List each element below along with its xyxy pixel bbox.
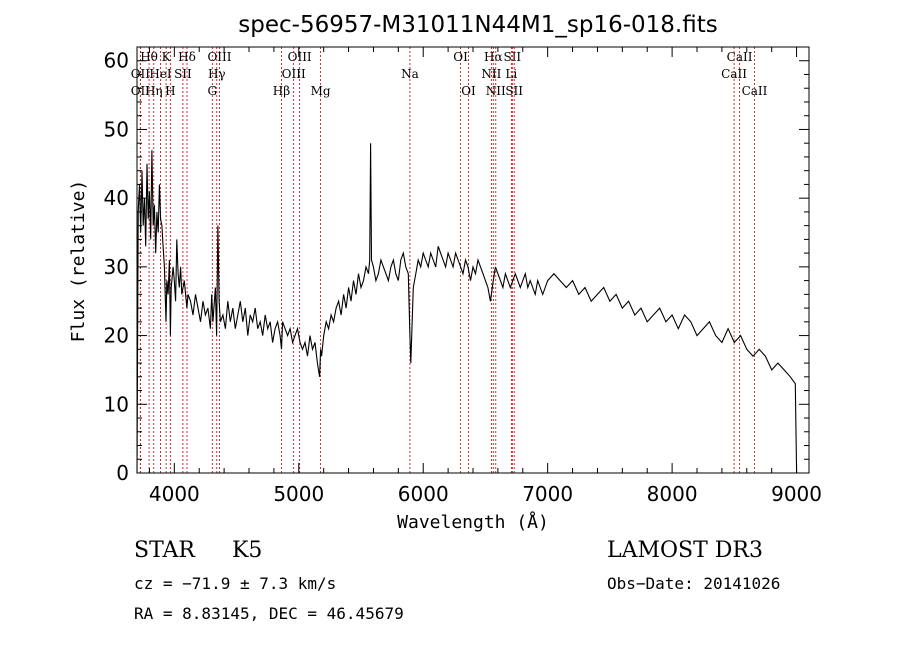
- line-marker-label: CaII: [721, 67, 747, 81]
- line-marker-label: CaII: [727, 50, 753, 64]
- y-tick-label: 20: [104, 324, 129, 348]
- x-tick-label: 6000: [398, 482, 449, 506]
- x-axis-label: Wavelength (Å): [397, 511, 549, 533]
- line-marker-label: NII: [486, 84, 506, 98]
- x-tick-label: 7000: [522, 482, 573, 506]
- y-tick-label: 60: [104, 49, 129, 73]
- line-marker-label: Na: [401, 67, 419, 81]
- line-marker-label: K: [162, 50, 172, 64]
- class-text: STAR: [134, 538, 195, 563]
- line-marker-label: CaII: [742, 84, 768, 98]
- y-axis-label: Flux (relative): [68, 180, 89, 343]
- y-tick-label: 50: [104, 117, 129, 141]
- line-marker-label: Hθ: [140, 50, 158, 64]
- line-marker-label: OIII: [282, 67, 306, 81]
- x-tick-label: 9000: [771, 482, 822, 506]
- line-marker-label: Hα: [484, 50, 503, 64]
- line-marker-label: OI: [461, 84, 476, 98]
- obs-date-text: Obs−Date: 20141026: [607, 574, 781, 593]
- y-tick-label: 40: [104, 186, 129, 210]
- x-tick-label: 4000: [149, 482, 200, 506]
- line-marker-label: Hβ: [273, 84, 290, 98]
- subclass-text: K5: [232, 538, 263, 563]
- object-class: STAR K5: [134, 538, 262, 563]
- x-tick-label: 5000: [273, 482, 324, 506]
- chart-title: spec-56957-M31011N44M1_sp16-018.fits: [238, 12, 717, 38]
- line-marker-label: HeI: [149, 67, 172, 81]
- x-tick-label: 8000: [647, 482, 698, 506]
- radec-text: RA = 8.83145, DEC = 46.45679: [134, 604, 404, 623]
- line-marker-label: SII: [174, 67, 192, 81]
- line-marker-label: OIII: [207, 50, 231, 64]
- y-tick-label: 30: [104, 255, 129, 279]
- line-marker-label: SII: [505, 84, 523, 98]
- line-marker-label: OI: [453, 50, 468, 64]
- plot-frame: [136, 46, 810, 474]
- line-marker-label: OIII: [288, 50, 312, 64]
- line-marker-label: NII: [481, 67, 501, 81]
- redshift-text: cz = −71.9 ± 7.3 km/s: [134, 574, 337, 593]
- line-marker-label: H: [165, 84, 175, 98]
- survey-label: LAMOST DR3: [607, 538, 763, 563]
- y-tick-label: 10: [104, 392, 129, 416]
- axis-ticks: 4000 5000 6000 7000 8000 9000 0 10 20 30 40 50 60: [104, 46, 822, 506]
- line-marker-label: Hγ: [208, 67, 226, 81]
- spectrum-line: [136, 143, 798, 474]
- line-marker-label: Mg: [311, 84, 331, 98]
- line-marker-label: G: [207, 84, 217, 98]
- line-marker-label: Li: [505, 67, 517, 81]
- emission-line-markers: HθOIIOIIKHeIHηSIIHHδOIIIHγGOIIIOIIIHβMgN…: [131, 47, 768, 473]
- line-marker-label: Hη: [145, 84, 163, 98]
- y-tick-label: 0: [116, 461, 129, 485]
- line-marker-label: SII: [503, 50, 521, 64]
- line-marker-label: Hδ: [178, 50, 196, 64]
- line-marker-label: OII: [131, 84, 151, 98]
